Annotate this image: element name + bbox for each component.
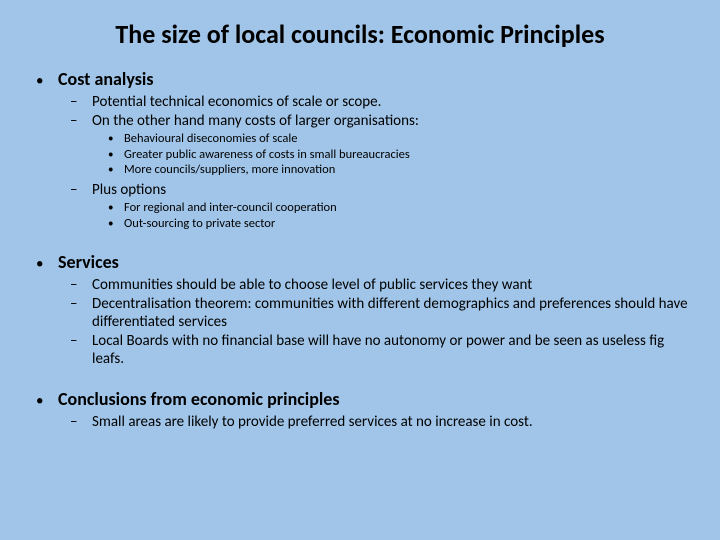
bullet-dash-icon: – bbox=[70, 93, 92, 111]
level2-list: –Small areas are likely to provide prefe… bbox=[30, 413, 690, 431]
level1-item: •Cost analysis–Potential technical econo… bbox=[30, 68, 690, 231]
level3-label: Out-sourcing to private sector bbox=[124, 216, 690, 232]
level2-label: Local Boards with no financial base will… bbox=[92, 332, 690, 368]
bullet-dot-icon: • bbox=[108, 217, 124, 230]
bullet-dot-icon: • bbox=[30, 72, 58, 90]
bullet-dot-icon: • bbox=[108, 132, 124, 145]
bullet-dash-icon: – bbox=[70, 295, 92, 313]
bullet-dot-icon: • bbox=[108, 201, 124, 214]
level3-label: Behavioural diseconomies of scale bbox=[124, 131, 690, 147]
level3-item: •Behavioural diseconomies of scale bbox=[30, 131, 690, 147]
level2-label: Small areas are likely to provide prefer… bbox=[92, 413, 690, 431]
level2-label: Decentralisation theorem: communities wi… bbox=[92, 295, 690, 331]
level3-label: More councils/suppliers, more innovation bbox=[124, 162, 690, 178]
bullet-dot-icon: • bbox=[108, 148, 124, 161]
level2-item: –Decentralisation theorem: communities w… bbox=[30, 295, 690, 331]
slide-title: The size of local councils: Economic Pri… bbox=[30, 18, 690, 50]
level2-item: –Local Boards with no financial base wil… bbox=[30, 332, 690, 368]
level2-list: –Potential technical economics of scale … bbox=[30, 93, 690, 231]
level3-item: •Out-sourcing to private sector bbox=[30, 216, 690, 232]
level2-list: –Communities should be able to choose le… bbox=[30, 276, 690, 368]
bullet-dot-icon: • bbox=[30, 255, 58, 273]
bullet-list: •Cost analysis–Potential technical econo… bbox=[30, 68, 690, 431]
level1-item: •Services–Communities should be able to … bbox=[30, 251, 690, 368]
level3-item: •Greater public awareness of costs in sm… bbox=[30, 147, 690, 163]
level1-label: Cost analysis bbox=[58, 68, 154, 90]
level3-list: •For regional and inter-council cooperat… bbox=[30, 200, 690, 231]
bullet-dash-icon: – bbox=[70, 276, 92, 294]
level2-item: –Plus options•For regional and inter-cou… bbox=[30, 181, 690, 231]
level2-item: –Potential technical economics of scale … bbox=[30, 93, 690, 111]
level3-label: For regional and inter-council cooperati… bbox=[124, 200, 690, 216]
bullet-dash-icon: – bbox=[70, 181, 92, 199]
level2-label: Potential technical economics of scale o… bbox=[92, 93, 690, 111]
bullet-dash-icon: – bbox=[70, 112, 92, 130]
level3-item: •For regional and inter-council cooperat… bbox=[30, 200, 690, 216]
level3-label: Greater public awareness of costs in sma… bbox=[124, 147, 690, 163]
level2-label: On the other hand many costs of larger o… bbox=[92, 112, 690, 130]
level2-label: Communities should be able to choose lev… bbox=[92, 276, 690, 294]
bullet-dash-icon: – bbox=[70, 413, 92, 431]
bullet-dot-icon: • bbox=[108, 163, 124, 176]
level3-list: •Behavioural diseconomies of scale•Great… bbox=[30, 131, 690, 178]
level2-item: –Communities should be able to choose le… bbox=[30, 276, 690, 294]
level1-label: Services bbox=[58, 251, 119, 273]
level1-label: Conclusions from economic principles bbox=[58, 388, 340, 410]
bullet-dash-icon: – bbox=[70, 332, 92, 350]
level3-item: •More councils/suppliers, more innovatio… bbox=[30, 162, 690, 178]
level2-item: –Small areas are likely to provide prefe… bbox=[30, 413, 690, 431]
bullet-dot-icon: • bbox=[30, 392, 58, 410]
level1-item: •Conclusions from economic principles –Sm… bbox=[30, 388, 690, 431]
level2-label: Plus options bbox=[92, 181, 690, 199]
level2-item: –On the other hand many costs of larger … bbox=[30, 112, 690, 178]
